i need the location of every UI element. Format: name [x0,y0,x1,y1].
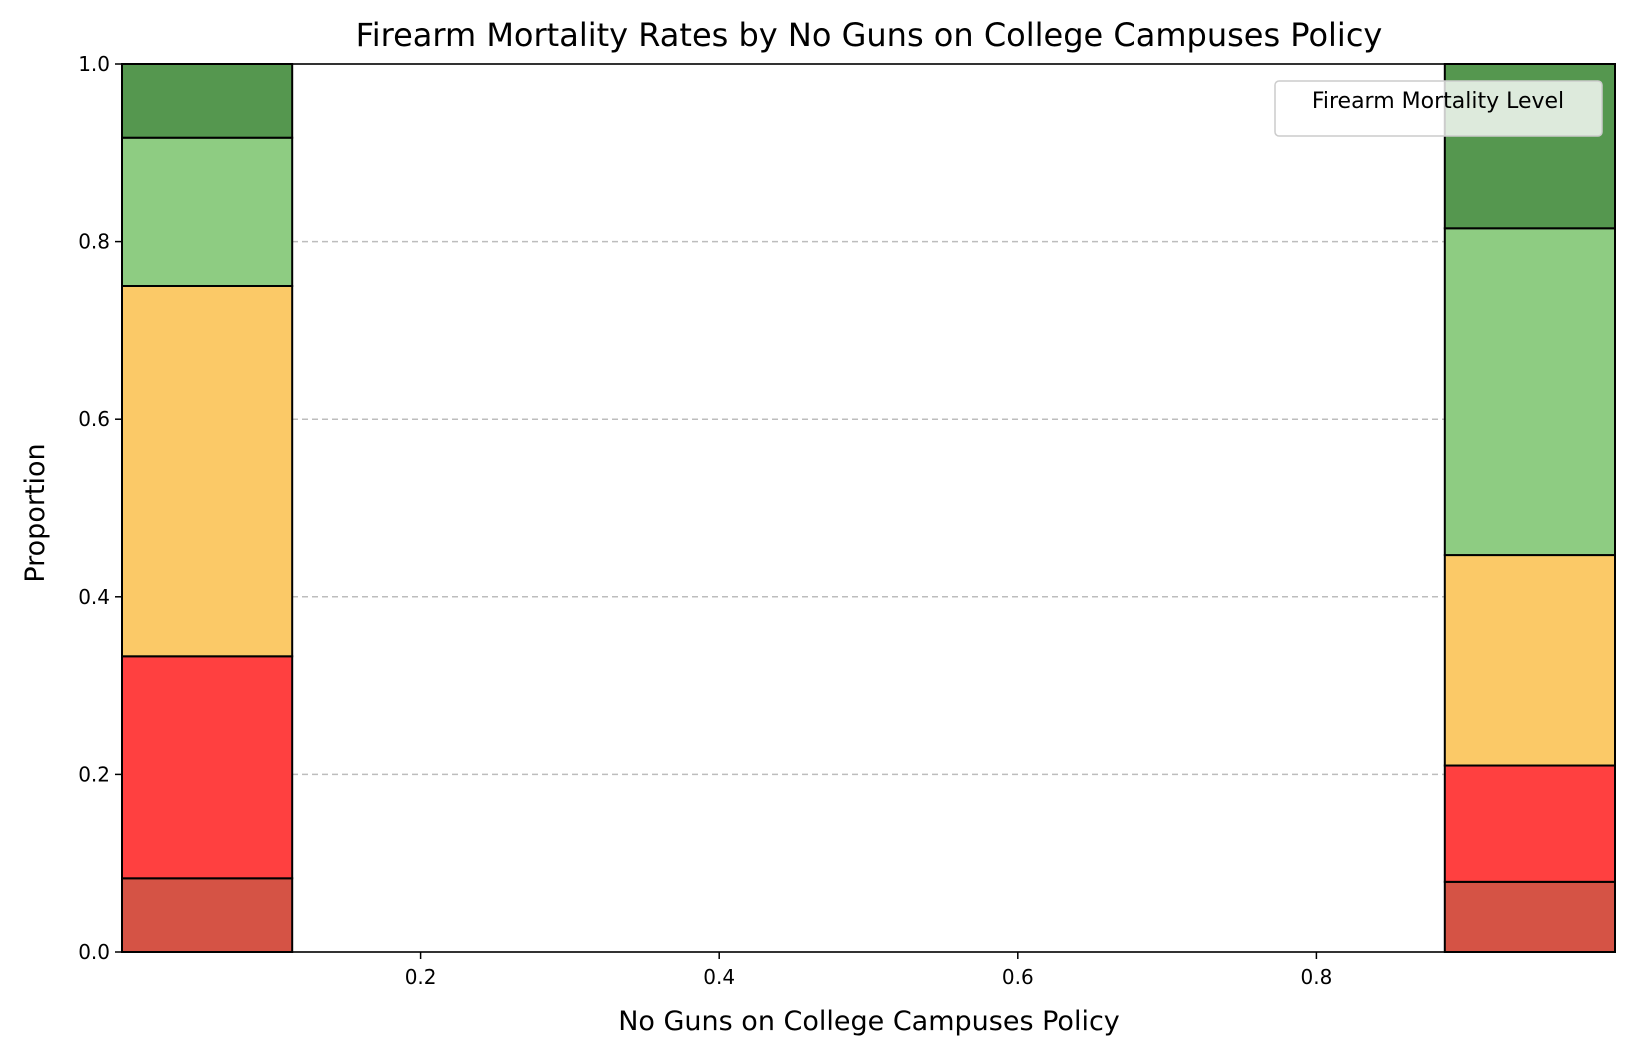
bar-segment [121,877,294,954]
y-tick-label: 0.6 [78,407,110,431]
y-tick-label: 0.0 [78,940,110,964]
y-tick-label: 0.4 [78,585,110,609]
x-tick-label: 0.2 [405,965,437,989]
bar-segment [121,136,294,287]
bar-segment [1443,880,1616,954]
bar-segment [121,63,294,139]
bar-segment [1443,764,1616,883]
x-tick-label: 0.4 [703,965,735,989]
x-axis-label: No Guns on College Campuses Policy [618,1006,1120,1037]
bar-segment [121,285,294,658]
y-tick-label: 0.2 [78,762,110,786]
plot-frame [121,63,1616,953]
x-tick-label: 0.8 [1300,965,1332,989]
y-tick-label: 0.8 [78,230,110,254]
gridlines [122,240,1615,776]
y-tick-label: 1.0 [78,52,110,76]
x-tick-label: 0.6 [1002,965,1034,989]
legend-box [1274,80,1603,137]
y-axis-label: Proportion [20,443,51,582]
bars [121,63,1616,954]
axes [121,63,1616,953]
legend: Firearm Mortality Level [1274,80,1603,137]
bar-segment [1443,227,1616,557]
chart-title: Firearm Mortality Rates by No Guns on Co… [356,16,1383,54]
bar-segment [121,655,294,880]
bar-segment [1443,554,1616,767]
ticks: 0.2 0.4 0.6 0.8 0.0 0.2 0.4 0.6 0.8 1.0 [78,52,1332,989]
legend-title: Firearm Mortality Level [1312,89,1564,114]
